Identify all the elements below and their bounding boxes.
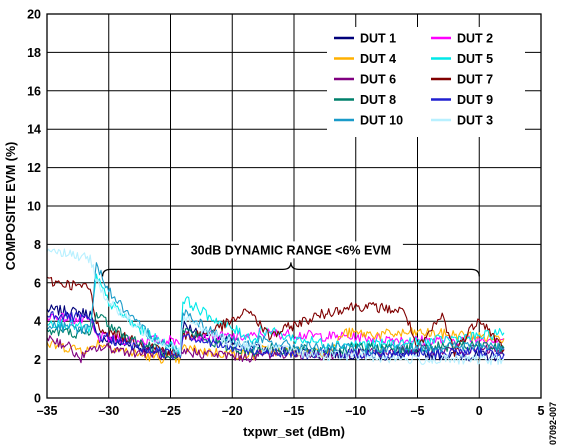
series-line [46,262,505,357]
legend-entry: DUT 2 [457,32,493,46]
legend-entry: DUT 4 [360,52,396,66]
x-tick-label: –15 [284,404,305,418]
y-tick-label: 0 [34,392,41,406]
y-tick-label: 14 [27,123,41,137]
legend-entry: DUT 6 [360,73,396,87]
y-tick-label: 6 [34,276,41,290]
legend-entry: DUT 1 [360,32,396,46]
legend-entry: DUT 9 [457,93,493,107]
annotation-brace [101,262,480,277]
x-tick-label: –20 [222,404,243,418]
legend-entry: DUT 5 [457,52,493,66]
series-layer [46,248,505,366]
y-tick-label: 20 [27,8,41,22]
x-tick-label: –5 [411,404,425,418]
figure-id: 07092-007 [548,402,558,445]
series-line [46,273,505,353]
axis-ticks: –35 –30 –25 –20 –15 –10 –5 0 5 0 2 4 6 8 10 12 14 16 18 20 [27,8,544,419]
x-tick-label: 5 [538,404,545,418]
annotation: 30dB DYNAMIC RANGE <6% EVM [101,241,480,277]
y-tick-label: 2 [34,353,41,367]
legend-entry: DUT 7 [457,73,493,87]
series-line [46,248,505,366]
y-tick-label: 12 [27,161,41,175]
y-tick-label: 4 [34,315,41,329]
y-tick-label: 8 [34,238,41,252]
series-line [46,276,505,359]
x-tick-label: –35 [37,404,58,418]
legend-entry: DUT 10 [360,114,403,128]
annotation-label: 30dB DYNAMIC RANGE <6% EVM [191,243,391,257]
y-tick-label: 10 [27,200,41,214]
x-tick-label: –25 [160,404,181,418]
annotation-label-background [178,241,403,259]
legend: DUT 1 DUT 2 DUT 4 DUT 5 DUT 6 DUT 7 DUT 8 DUT 9… [327,27,525,137]
plot-area-frame [46,13,542,399]
x-tick-label: –10 [345,404,366,418]
legend-background [327,27,525,137]
x-axis-label: txpwr_set (dBm) [243,424,345,439]
y-tick-label: 16 [27,84,41,98]
x-tick-label: 0 [476,404,483,418]
legend-entry: DUT 8 [360,93,396,107]
x-tick-label: –30 [98,404,119,418]
legend-entry: DUT 3 [457,114,493,128]
y-axis-label: COMPOSITE EVM (%) [4,142,18,270]
series-line [46,310,505,360]
y-tick-label: 18 [27,46,41,60]
